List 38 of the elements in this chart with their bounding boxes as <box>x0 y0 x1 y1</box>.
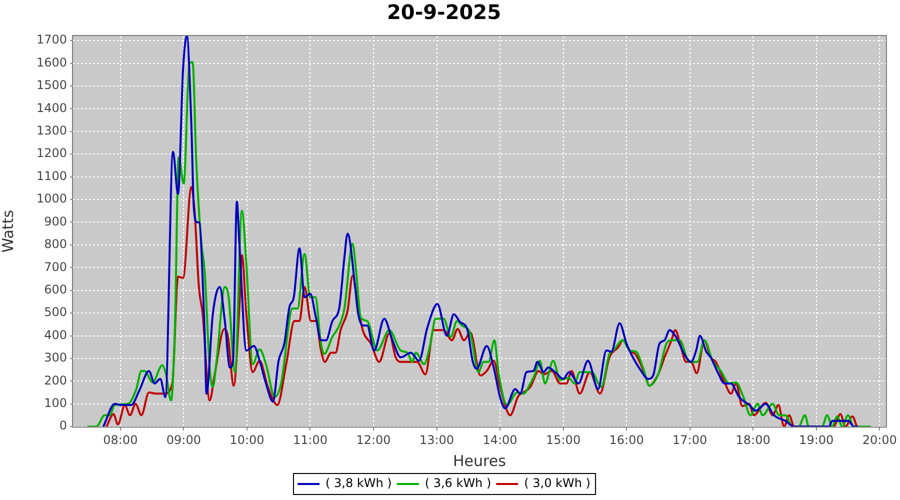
y-tick-label: 600 <box>44 282 67 296</box>
x-tick-label: 09:00 <box>166 432 202 447</box>
y-axis-title: Watts <box>0 210 17 253</box>
x-tick-label: 20:00 <box>862 432 897 447</box>
y-tick-label: 700 <box>44 260 67 274</box>
x-tick-label: 16:00 <box>609 432 644 447</box>
x-tick-label: 11:00 <box>292 432 328 447</box>
y-tick-label: 100 <box>44 396 67 410</box>
y-tick-label: 1100 <box>36 168 67 183</box>
x-tick-label: 19:00 <box>799 432 834 447</box>
x-tick-label: 13:00 <box>419 432 454 447</box>
chart-title: 20-9-2025 <box>386 0 502 24</box>
y-tick-label: 1400 <box>36 100 67 115</box>
legend-label: ( 3,0 kWh ) <box>524 476 590 490</box>
y-tick-label: 1000 <box>36 192 67 206</box>
y-tick-label: 1500 <box>36 78 67 92</box>
y-tick-label: 900 <box>44 214 67 228</box>
y-tick-label: 500 <box>44 305 67 320</box>
x-tick-label: 12:00 <box>356 432 391 447</box>
y-tick-label: 200 <box>44 373 67 388</box>
line-series <box>106 186 858 427</box>
legend-label: ( 3,6 kWh ) <box>424 476 492 490</box>
y-tick-label: 1700 <box>36 32 67 47</box>
y-tick-label: 400 <box>44 328 67 342</box>
x-tick-label: 08:00 <box>103 432 138 447</box>
y-tick-label: 300 <box>44 350 67 365</box>
x-tick-label: 15:00 <box>546 432 581 447</box>
y-tick-label: 1600 <box>36 55 67 70</box>
y-tick-label: 1200 <box>36 146 67 160</box>
y-tick-label: 1300 <box>36 124 67 138</box>
y-tick-label: 800 <box>44 237 67 252</box>
legend-label: ( 3,8 kWh ) <box>326 476 392 490</box>
x-tick-label: 18:00 <box>736 432 770 447</box>
x-tick-label: 14:00 <box>482 432 518 447</box>
y-tick-label: 0 <box>59 418 67 433</box>
x-tick-label: 17:00 <box>672 432 708 447</box>
x-tick-label: 10:00 <box>230 432 264 447</box>
x-axis-title: Heures <box>453 452 506 470</box>
